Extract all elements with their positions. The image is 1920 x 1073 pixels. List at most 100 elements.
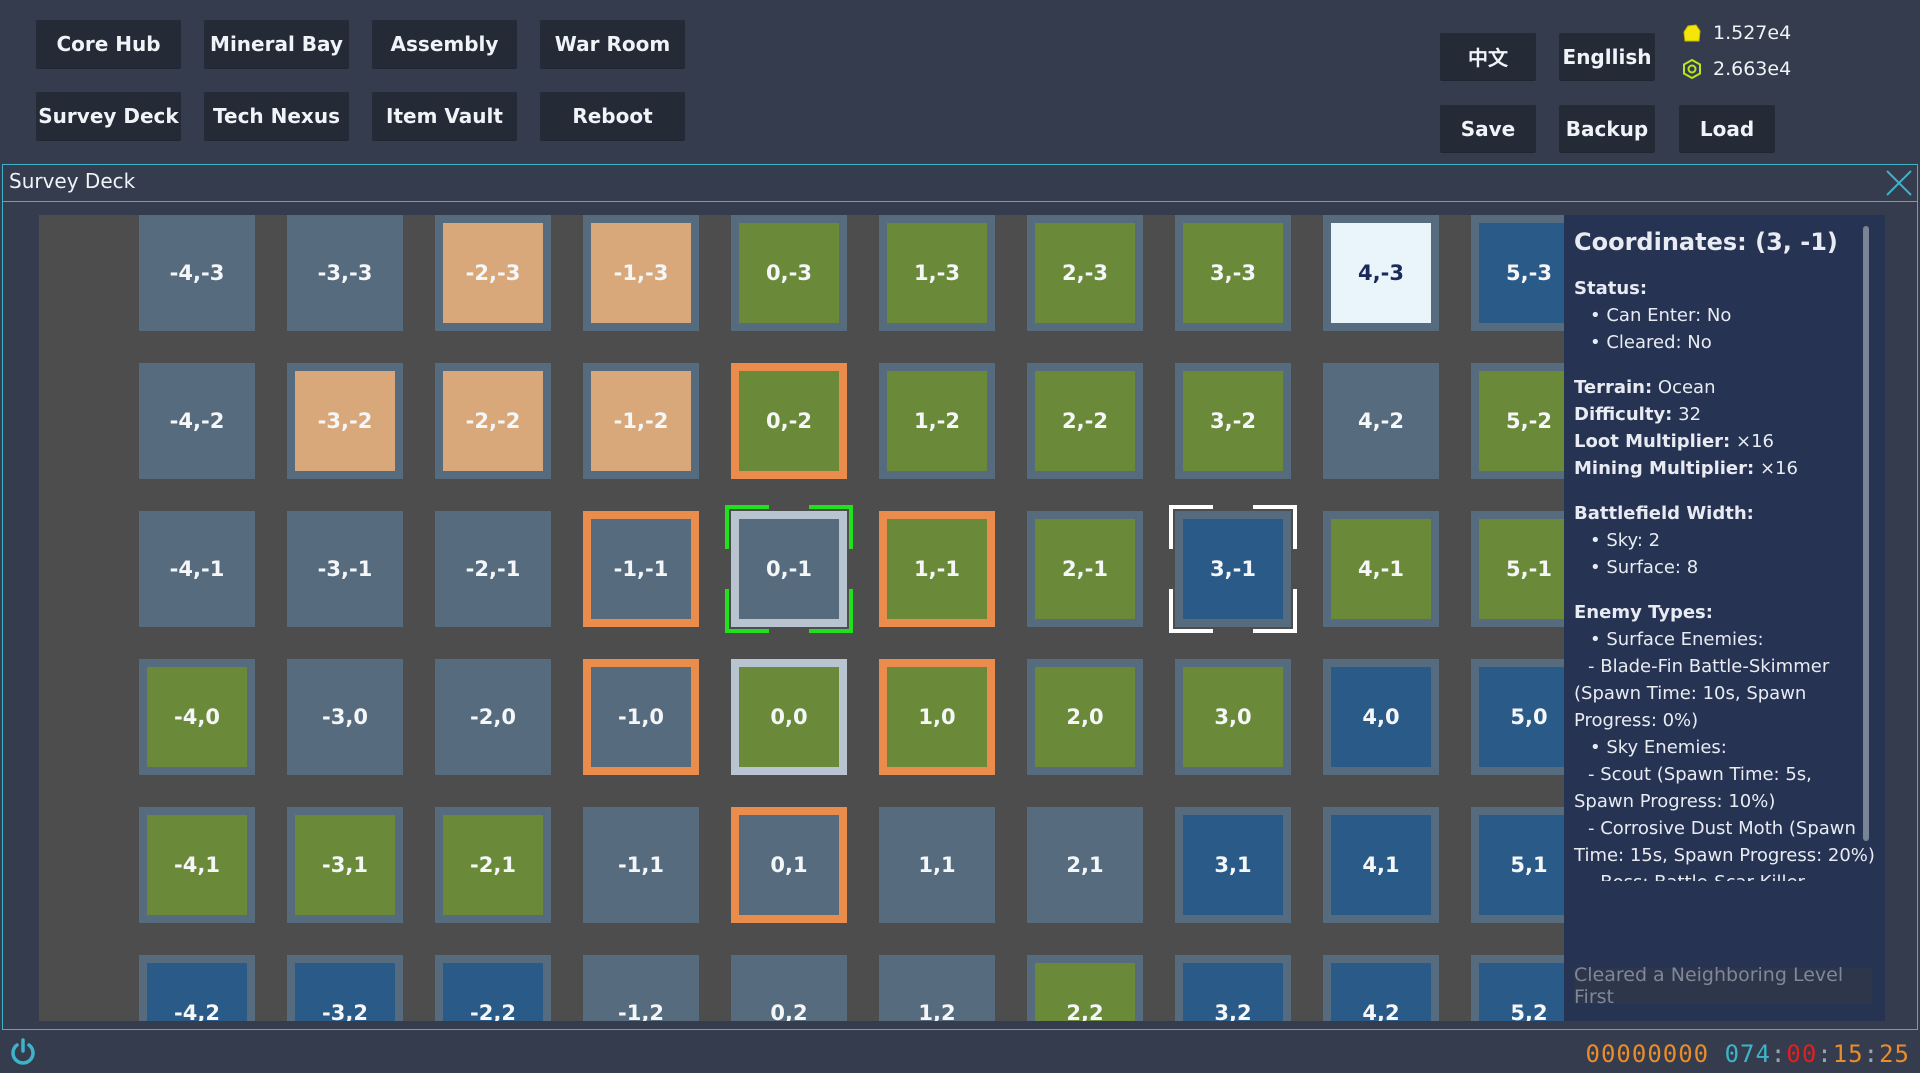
- map-tile[interactable]: 4,0: [1323, 659, 1439, 775]
- power-icon[interactable]: [8, 1037, 38, 1067]
- map-tile[interactable]: 0,-3: [731, 215, 847, 331]
- panel-scrollbar[interactable]: [1863, 226, 1869, 841]
- map-tile[interactable]: -1,1: [583, 807, 699, 923]
- map-tile[interactable]: 3,1: [1175, 807, 1291, 923]
- tile-label: 3,0: [1214, 705, 1252, 729]
- nav-tech-nexus-button[interactable]: Tech Nexus: [204, 92, 349, 140]
- map-tile[interactable]: -2,0: [435, 659, 551, 775]
- map-tile[interactable]: -3,1: [287, 807, 403, 923]
- backup-button[interactable]: Backup: [1559, 105, 1655, 152]
- clock-hours: 00: [1786, 1040, 1818, 1068]
- map-tile[interactable]: 4,-1: [1323, 511, 1439, 627]
- map-tile[interactable]: -2,1: [435, 807, 551, 923]
- tile-fill: [887, 371, 987, 471]
- map-tile[interactable]: -1,-2: [583, 363, 699, 479]
- map-tile[interactable]: -1,-1: [583, 511, 699, 627]
- tile-fill: [147, 371, 247, 471]
- nav-item-vault-button[interactable]: Item Vault: [372, 92, 517, 140]
- map-tile[interactable]: 2,2: [1027, 955, 1143, 1021]
- map-tile[interactable]: 2,1: [1027, 807, 1143, 923]
- map-tile[interactable]: -4,1: [139, 807, 255, 923]
- nav-survey-deck-button[interactable]: Survey Deck: [36, 92, 181, 140]
- map-tile[interactable]: 5,1: [1471, 807, 1564, 923]
- terrain-value: Ocean: [1657, 377, 1716, 398]
- tile-fill: [887, 815, 987, 915]
- map-tile[interactable]: 0,-1: [725, 505, 853, 633]
- map-tile[interactable]: 0,1: [731, 807, 847, 923]
- map-tile[interactable]: -4,-1: [139, 511, 255, 627]
- load-button[interactable]: Load: [1679, 105, 1775, 152]
- map-tile[interactable]: 3,-3: [1175, 215, 1291, 331]
- save-button[interactable]: Save: [1440, 105, 1536, 152]
- cleared-text: Cleared: No: [1606, 332, 1712, 353]
- close-icon[interactable]: [1885, 169, 1913, 197]
- nav-core-hub-button[interactable]: Core Hub: [36, 20, 181, 68]
- survey-map[interactable]: -4,-3 -3,-3 -2,-3 -1,-3 0,-3 1,-3 2,-3 3,-3 4,-3…: [39, 215, 1564, 1021]
- tile-label: 1,-1: [914, 557, 960, 581]
- tile-fill: [443, 815, 543, 915]
- map-tile[interactable]: 4,-3: [1323, 215, 1439, 331]
- map-tile[interactable]: 2,-1: [1027, 511, 1143, 627]
- map-tile[interactable]: 0,0: [731, 659, 847, 775]
- nav-assembly-button[interactable]: Assembly: [372, 20, 517, 68]
- map-tile[interactable]: 1,-3: [879, 215, 995, 331]
- player-marker-corner: [809, 589, 853, 633]
- map-tile[interactable]: -2,-1: [435, 511, 551, 627]
- map-tile[interactable]: 1,-1: [879, 511, 995, 627]
- map-tile[interactable]: 5,-3: [1471, 215, 1564, 331]
- map-tile[interactable]: -3,-1: [287, 511, 403, 627]
- map-tile[interactable]: 3,-2: [1175, 363, 1291, 479]
- map-tile[interactable]: -3,-2: [287, 363, 403, 479]
- map-tile[interactable]: 3,0: [1175, 659, 1291, 775]
- map-tile[interactable]: 5,0: [1471, 659, 1564, 775]
- map-tile[interactable]: -4,0: [139, 659, 255, 775]
- map-tile[interactable]: -3,2: [287, 955, 403, 1021]
- sky-width-item: • Sky: 2: [1590, 530, 1661, 551]
- map-tile[interactable]: 1,0: [879, 659, 995, 775]
- map-tile[interactable]: 5,2: [1471, 955, 1564, 1021]
- tile-label: 4,-1: [1358, 557, 1404, 581]
- tile-fill: [1035, 223, 1135, 323]
- language-chinese-button[interactable]: 中文: [1440, 33, 1536, 80]
- nav-war-room-button[interactable]: War Room: [540, 20, 685, 68]
- map-tile[interactable]: 2,0: [1027, 659, 1143, 775]
- map-tile[interactable]: -3,0: [287, 659, 403, 775]
- tile-label: 5,2: [1510, 1001, 1548, 1021]
- map-tile[interactable]: 2,-3: [1027, 215, 1143, 331]
- map-tile[interactable]: 4,-2: [1323, 363, 1439, 479]
- map-tile[interactable]: -2,-2: [435, 363, 551, 479]
- map-tile[interactable]: -2,-3: [435, 215, 551, 331]
- surface-enemies-item: • Surface Enemies:: [1590, 629, 1764, 650]
- map-tile[interactable]: -4,-2: [139, 363, 255, 479]
- tile-label: 2,-2: [1062, 409, 1108, 433]
- map-tile[interactable]: -3,-3: [287, 215, 403, 331]
- map-tile[interactable]: 5,-2: [1471, 363, 1564, 479]
- map-tile[interactable]: -1,0: [583, 659, 699, 775]
- map-tile[interactable]: -1,2: [583, 955, 699, 1021]
- map-tile[interactable]: 1,2: [879, 955, 995, 1021]
- enter-level-button[interactable]: Cleared a Neighboring Level First: [1574, 964, 1872, 1008]
- map-tile[interactable]: -4,-3: [139, 215, 255, 331]
- sky-enemies-item: • Sky Enemies:: [1590, 737, 1727, 758]
- map-tile[interactable]: -2,2: [435, 955, 551, 1021]
- gold-value: 1.527e4: [1713, 22, 1792, 44]
- map-tile[interactable]: 3,2: [1175, 955, 1291, 1021]
- map-tile[interactable]: 3,-1: [1169, 505, 1297, 633]
- map-tile[interactable]: 0,2: [731, 955, 847, 1021]
- map-tile[interactable]: 1,-2: [879, 363, 995, 479]
- nav-reboot-button[interactable]: Reboot: [540, 92, 685, 140]
- map-tile[interactable]: -4,2: [139, 955, 255, 1021]
- tile-label: -3,1: [322, 853, 368, 877]
- tile-fill: [1479, 667, 1564, 767]
- loot-value: ×16: [1736, 431, 1774, 452]
- language-english-button[interactable]: Engllish: [1559, 33, 1655, 80]
- map-tile[interactable]: 5,-1: [1471, 511, 1564, 627]
- map-tile[interactable]: 4,1: [1323, 807, 1439, 923]
- map-tile[interactable]: 4,2: [1323, 955, 1439, 1021]
- map-tile[interactable]: 0,-2: [731, 363, 847, 479]
- nav-mineral-bay-button[interactable]: Mineral Bay: [204, 20, 349, 68]
- tile-label: 2,0: [1066, 705, 1104, 729]
- map-tile[interactable]: 1,1: [879, 807, 995, 923]
- map-tile[interactable]: 2,-2: [1027, 363, 1143, 479]
- map-tile[interactable]: -1,-3: [583, 215, 699, 331]
